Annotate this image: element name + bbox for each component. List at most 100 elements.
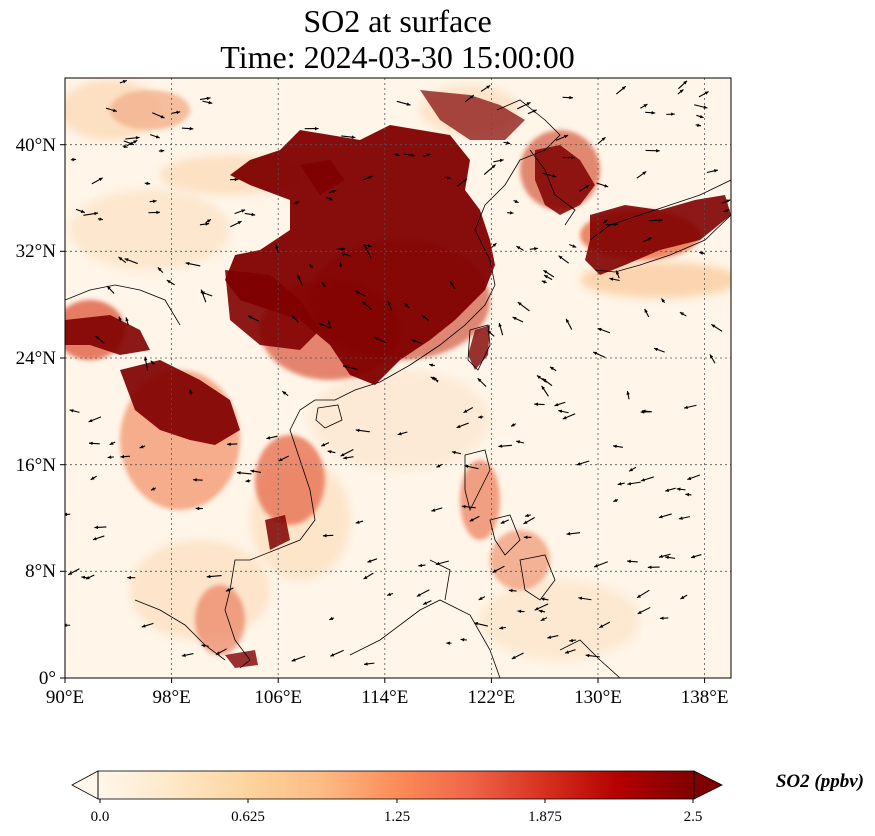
wind-vector-head	[92, 536, 97, 541]
wind-vector-head	[124, 258, 129, 262]
wind-vector-head	[426, 153, 431, 157]
wind-vector-head	[614, 222, 618, 227]
wind-vector-head	[112, 108, 117, 113]
colorbar-min-extend	[71, 770, 99, 800]
wind-vector-head	[629, 467, 634, 472]
wind-vector-head	[585, 185, 590, 189]
wind-vector-head	[615, 270, 620, 275]
wind-vector-head	[512, 317, 517, 321]
wind-vector-head	[374, 337, 379, 341]
x-tick-label: 130°E	[574, 687, 622, 708]
wind-vector-head	[129, 141, 134, 146]
wind-vector-head	[245, 479, 250, 483]
x-tick-label: 122°E	[468, 687, 516, 708]
wind-vector-head	[541, 385, 546, 390]
wind-vector-head	[451, 450, 456, 455]
wind-vector-head	[627, 481, 632, 486]
wind-vector-head	[704, 91, 709, 95]
wind-vector-head	[88, 441, 93, 446]
wind-vector-head	[363, 662, 368, 666]
wind-vector-head	[351, 135, 356, 139]
wind-vector-head	[534, 247, 538, 251]
y-tick-label: 16°N	[16, 455, 57, 476]
wind-vector-head	[85, 575, 90, 580]
wind-vector-head	[517, 609, 522, 614]
wind-vector-head	[354, 290, 359, 295]
wind-vector-head	[150, 360, 155, 365]
wind-vector-head	[534, 402, 538, 406]
wind-vector-head	[637, 610, 642, 614]
wind-vector-head	[460, 638, 465, 642]
wind-vector-head	[297, 274, 301, 279]
wind-vector-head	[107, 286, 111, 290]
wind-vector-head	[195, 506, 200, 511]
wind-vector-head	[118, 316, 122, 321]
wind-vector-head	[160, 114, 165, 119]
wind-vector-head	[404, 303, 409, 307]
wind-vector-head	[609, 277, 614, 281]
wind-vector-head	[478, 596, 483, 600]
wind-vector-head	[642, 171, 647, 175]
wind-vector-head	[150, 487, 155, 491]
wind-vector-head	[499, 158, 504, 163]
wind-vector-head	[601, 137, 606, 141]
wind-vector-head	[644, 308, 648, 313]
wind-vector-head	[603, 219, 608, 224]
wind-vector-head	[464, 464, 469, 469]
wind-vector-head	[709, 354, 714, 359]
wind-vector-head	[691, 554, 696, 559]
wind-vector-head	[69, 409, 74, 413]
wind-vector-head	[594, 564, 599, 568]
wind-vector-head	[536, 375, 541, 379]
wind-vector-head	[474, 622, 479, 626]
wind-vector-head	[328, 197, 333, 201]
wind-vector-head	[362, 301, 367, 306]
colorbar-gradient	[98, 771, 694, 799]
wind-vector-head	[576, 462, 581, 466]
wind-vector-head	[68, 571, 73, 575]
wind-vector-head	[343, 456, 348, 460]
wind-vector-head	[166, 280, 171, 284]
wind-vector-head	[94, 211, 99, 216]
gridlines	[65, 78, 731, 678]
wind-vector-head	[155, 135, 160, 139]
wind-vector-head	[387, 301, 392, 306]
wind-vector-head	[558, 255, 563, 260]
wind-vector-head	[499, 626, 504, 630]
colorbar-tick-label: 1.875	[528, 809, 562, 825]
wind-vector-head	[435, 561, 440, 566]
wind-vector-head	[613, 498, 618, 502]
wind-vector-head	[543, 270, 548, 274]
colorbar: 0.0 0.625 1.25 1.875 2.5 SO2 (ppbv)	[71, 770, 864, 825]
wind-vector-head	[291, 315, 296, 319]
wind-vector-head	[416, 593, 421, 597]
wind-vector-head	[640, 478, 645, 482]
x-tick-label: 114°E	[361, 687, 408, 708]
wind-vector-head	[554, 402, 559, 407]
wind-vector-head	[703, 105, 708, 109]
x-tick-label: 90°E	[46, 687, 84, 708]
wind-vector-head	[621, 86, 626, 90]
chart-title-line2: Time: 2024-03-30 15:00:00	[220, 39, 575, 75]
wind-vector-head	[647, 237, 652, 241]
wind-vector-head	[658, 554, 663, 559]
wind-vector-head	[647, 565, 652, 569]
wind-vector-head	[98, 177, 103, 182]
wind-vector-head	[355, 520, 360, 524]
wind-vector-head	[552, 174, 557, 178]
wind-vector-head	[241, 209, 246, 213]
wind-vector-head	[523, 535, 528, 539]
wind-vector-head	[340, 252, 345, 256]
wind-vector-head	[658, 514, 663, 519]
wind-vector-head	[368, 175, 373, 180]
wind-vector-head	[461, 504, 466, 509]
wind-vector-head	[95, 336, 100, 340]
wind-vector-head	[491, 164, 496, 169]
wind-vector-head	[327, 320, 332, 325]
wind-vector-head	[659, 616, 664, 620]
wind-vector-head	[421, 314, 426, 319]
wind-vector-head	[339, 262, 343, 267]
wind-vector-head	[617, 482, 622, 486]
wind-vector-head	[251, 212, 256, 217]
wind-vector-head	[81, 575, 86, 580]
